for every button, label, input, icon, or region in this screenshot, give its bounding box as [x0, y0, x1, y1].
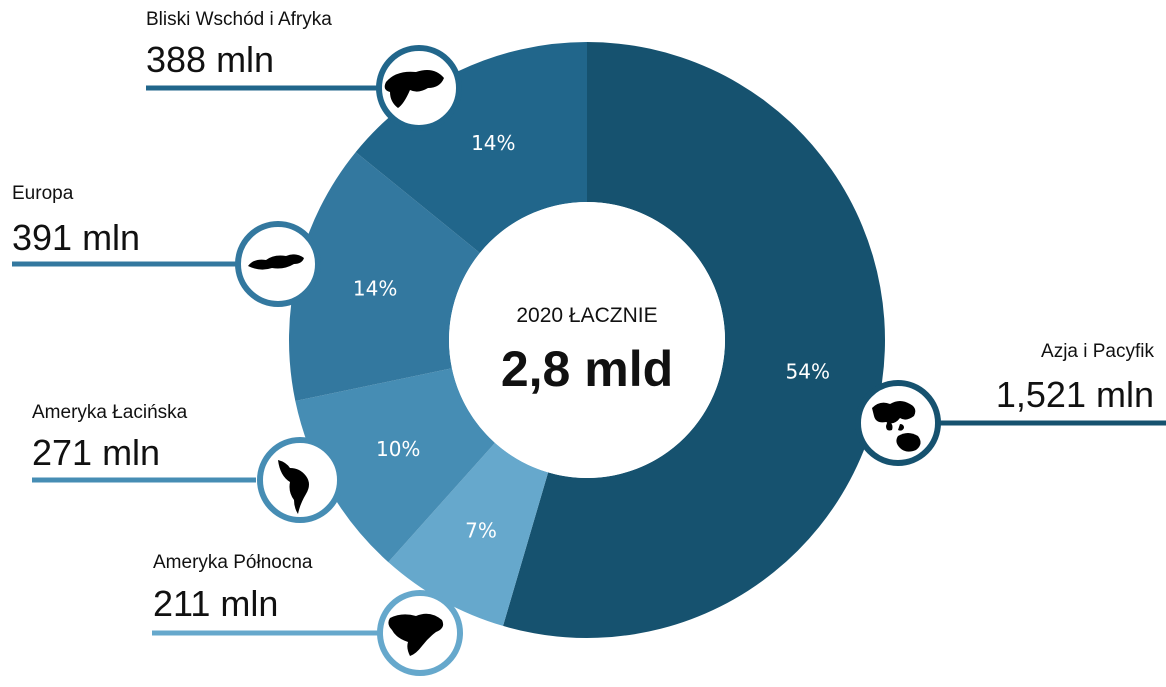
donut-slices: [288, 42, 885, 638]
label-latin-america-name: Ameryka Łacińska: [32, 402, 188, 423]
pct-label-north-america: 7%: [465, 518, 497, 542]
europe-map-icon: [235, 221, 321, 307]
latin-america-map-icon: [257, 437, 343, 523]
label-middle-east-africa-name: Bliski Wschód i Afryka: [146, 9, 332, 30]
middle-east-africa-map-icon: [376, 45, 462, 131]
label-asia-pacific-name: Azja i Pacyfik: [1041, 341, 1154, 362]
pct-label-latin-america: 10%: [376, 437, 420, 461]
center-caption: 2020 ŁACZNIE: [516, 304, 657, 327]
donut-hole: [449, 202, 725, 478]
label-asia-pacific-value: 1,521 mln: [996, 374, 1154, 415]
slice-latin-america: [295, 368, 495, 563]
slice-middle-east-africa: [355, 42, 587, 253]
label-north-america-name: Ameryka Północna: [153, 552, 313, 573]
asia-pacific-map-icon: [855, 380, 941, 466]
slice-north-america: [388, 442, 549, 626]
label-europe-value: 391 mln: [12, 217, 140, 258]
label-middle-east-africa-value: 388 mln: [146, 39, 274, 80]
center-total: 2,8 mld: [501, 341, 673, 397]
slice-europe: [288, 152, 480, 402]
slice-asia-pacific: [503, 42, 885, 638]
label-latin-america-value: 271 mln: [32, 432, 160, 473]
label-europe-name: Europa: [12, 183, 74, 204]
north-america-map-icon: [377, 590, 463, 676]
percent-labels: 54% 7% 10% 14% 14%: [353, 131, 830, 542]
pct-label-europe: 14%: [353, 277, 397, 301]
pct-label-middle-east-africa: 14%: [471, 131, 515, 155]
label-north-america-value: 211 mln: [153, 583, 278, 624]
pct-label-asia-pacific: 54%: [786, 360, 830, 384]
callout-lines: [12, 85, 1166, 636]
